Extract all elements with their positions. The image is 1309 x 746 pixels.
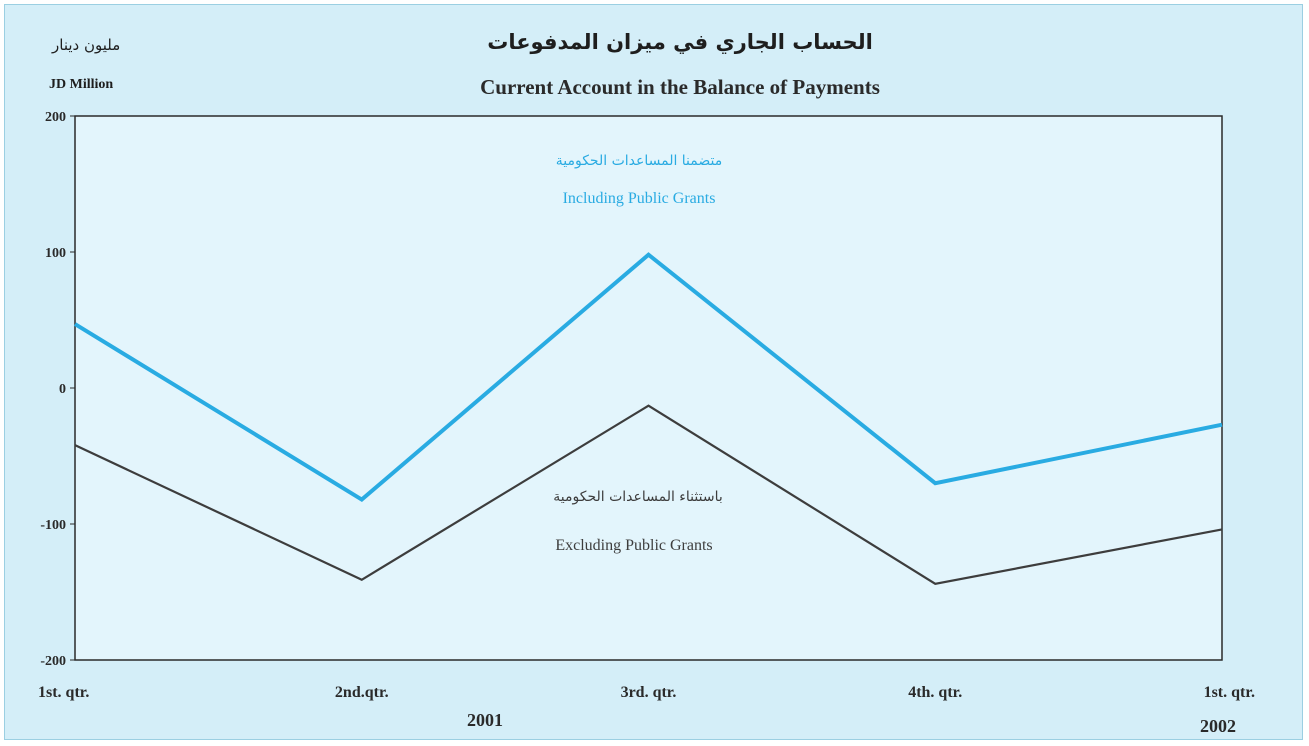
x-tick-label: 2nd.qtr. <box>335 684 389 701</box>
chart-title-arabic: الحساب الجاري في ميزان المدفوعات <box>487 30 873 54</box>
x-tick-label: 1st. qtr. <box>1204 684 1255 701</box>
y-tick-label: 0 <box>59 382 66 397</box>
year-label-2002: 2002 <box>1200 716 1236 736</box>
unit-label-arabic: مليون دينار <box>52 36 121 54</box>
series-label-excluding-english: Excluding Public Grants <box>555 537 712 554</box>
y-tick-label: 100 <box>45 246 66 261</box>
year-label-2001: 2001 <box>467 710 503 730</box>
plot-area <box>74 115 1223 661</box>
x-tick-label: 3rd. qtr. <box>621 684 677 701</box>
y-tick-label: -100 <box>40 518 66 533</box>
x-tick-label: 1st. qtr. <box>38 684 89 701</box>
y-tick-label: 200 <box>45 110 66 125</box>
chart-title-english: Current Account in the Balance of Paymen… <box>480 75 880 99</box>
series-label-including-arabic: متضمنا المساعدات الحكومية <box>556 153 723 169</box>
series-label-excluding-arabic: باستثناء المساعدات الحكومية <box>553 489 722 505</box>
y-tick-label: -200 <box>40 654 66 669</box>
series-line-excluding-grants <box>74 404 1223 586</box>
unit-label-english: JD Million <box>49 77 114 92</box>
series-label-including-english: Including Public Grants <box>563 190 716 207</box>
x-tick-label: 4th. qtr. <box>908 684 962 701</box>
series-line-including-grants <box>73 252 1223 502</box>
